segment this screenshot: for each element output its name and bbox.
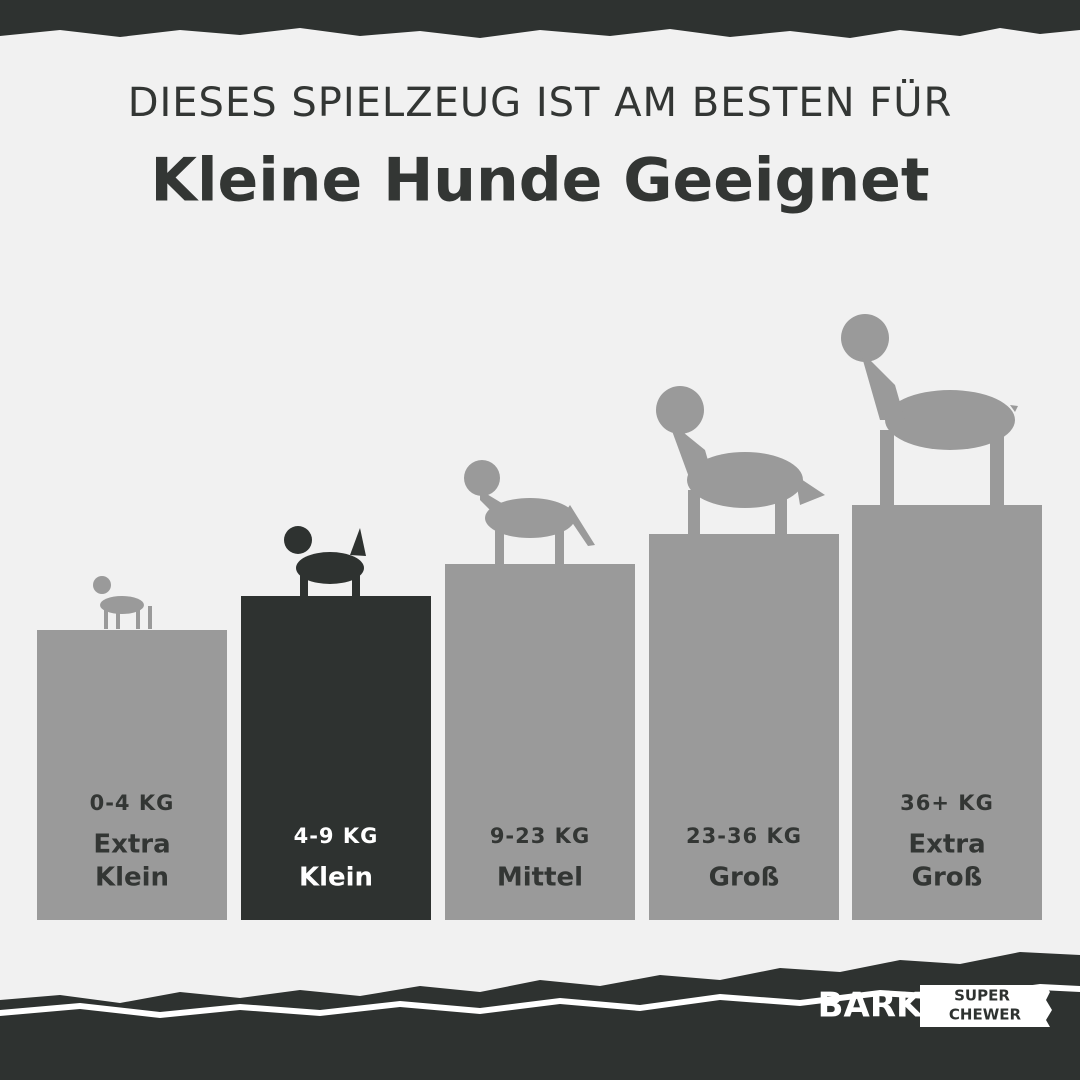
top-band [0, 0, 1080, 38]
size-name: Groß [912, 863, 983, 893]
weight-label: 9-23 KG [490, 824, 590, 848]
size-name: Extra [93, 830, 170, 860]
dog-icon [464, 460, 595, 564]
bottom-band [0, 952, 1080, 1080]
brand-tag [920, 985, 1052, 1027]
size-name: Mittel [497, 863, 583, 893]
size-block [852, 505, 1042, 920]
title-line2: Kleine Hunde Geeignet [150, 146, 929, 216]
weight-label: 0-4 KG [90, 791, 175, 815]
size-name: Klein [95, 863, 169, 893]
brand-name: BARK [818, 986, 924, 1026]
weight-label: 23-36 KG [686, 824, 802, 848]
size-block [37, 630, 227, 920]
size-name: Klein [299, 863, 373, 893]
size-block [241, 596, 431, 920]
brand-tagline: SUPER [954, 987, 1010, 1005]
brand-tagline: CHEWER [949, 1006, 1022, 1024]
dog-icon [284, 526, 366, 596]
size-name: Extra [908, 830, 985, 860]
weight-label: 4-9 KG [294, 824, 379, 848]
dog-icon [93, 576, 152, 629]
title-line1: DIESES SPIELZEUG IST AM BESTEN FÜR [128, 78, 953, 126]
weight-label: 36+ KG [900, 791, 994, 815]
dog-icon [656, 386, 825, 534]
size-block [649, 534, 839, 920]
dog-icon [841, 314, 1018, 505]
size-name: Groß [709, 863, 780, 893]
size-block [445, 564, 635, 920]
bottom-tear [0, 984, 1080, 1018]
